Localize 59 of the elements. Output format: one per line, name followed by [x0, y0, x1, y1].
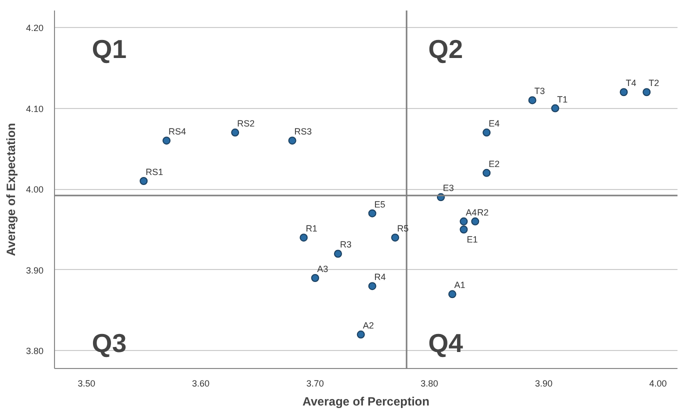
point	[334, 250, 342, 258]
point	[528, 96, 536, 104]
annotation: Q1	[92, 34, 127, 64]
y-axis-title: Average of Expectation	[4, 123, 18, 256]
x-tick-label: 3.70	[306, 378, 324, 388]
x-tick-label: 3.80	[420, 378, 438, 388]
point	[551, 104, 560, 112]
point	[288, 136, 296, 145]
annotation: Q2	[428, 34, 463, 64]
point	[642, 88, 651, 96]
annotation: E5	[374, 199, 386, 210]
annotation: RS1	[146, 167, 164, 178]
annotation: R2	[477, 207, 489, 218]
point	[368, 282, 376, 290]
annotation: T3	[534, 86, 545, 96]
x-tick-label: 4.00	[649, 378, 667, 388]
point	[620, 88, 628, 96]
annotation: Q3	[92, 328, 127, 358]
point	[482, 128, 491, 137]
annotation: RS2	[237, 118, 255, 129]
annotation: R3	[340, 240, 352, 250]
point	[471, 217, 480, 226]
y-tick-label: 3.80	[26, 346, 44, 356]
point	[356, 330, 365, 339]
annotation: A2	[362, 320, 374, 331]
x-axis-title: Average of Perception	[302, 394, 430, 408]
y-tick-label: 4.20	[26, 22, 44, 33]
point	[311, 274, 320, 282]
annotation: E2	[488, 158, 500, 169]
point	[482, 168, 491, 177]
point	[162, 136, 171, 145]
y-tick-label: 3.90	[26, 265, 44, 276]
x-tick-label: 3.60	[192, 378, 210, 388]
annotation: E1	[466, 234, 478, 244]
point	[231, 128, 240, 137]
annotation: T4	[626, 78, 636, 88]
annotation: A4	[466, 207, 477, 218]
annotation: A3	[317, 264, 328, 274]
point	[140, 177, 148, 186]
point	[300, 234, 308, 242]
annotation: T1	[557, 94, 568, 104]
annotation: Q4	[428, 328, 464, 358]
point	[448, 290, 456, 298]
point	[368, 209, 376, 218]
x-tick-label: 3.50	[78, 378, 96, 388]
annotation: R1	[306, 224, 318, 234]
annotation: A1	[454, 280, 466, 290]
point	[391, 234, 400, 242]
annotation: R4	[374, 272, 386, 282]
annotation: T2	[648, 78, 660, 88]
x-tick-label: 3.90	[534, 378, 553, 388]
annotation: E3	[442, 183, 454, 194]
y-tick-label: 4.00	[26, 184, 44, 195]
point	[460, 217, 468, 226]
annotation: RS3	[294, 126, 312, 137]
y-tick-label: 4.10	[26, 104, 44, 114]
annotation: E4	[488, 118, 500, 129]
point	[460, 226, 468, 234]
annotation: RS4	[168, 126, 186, 137]
